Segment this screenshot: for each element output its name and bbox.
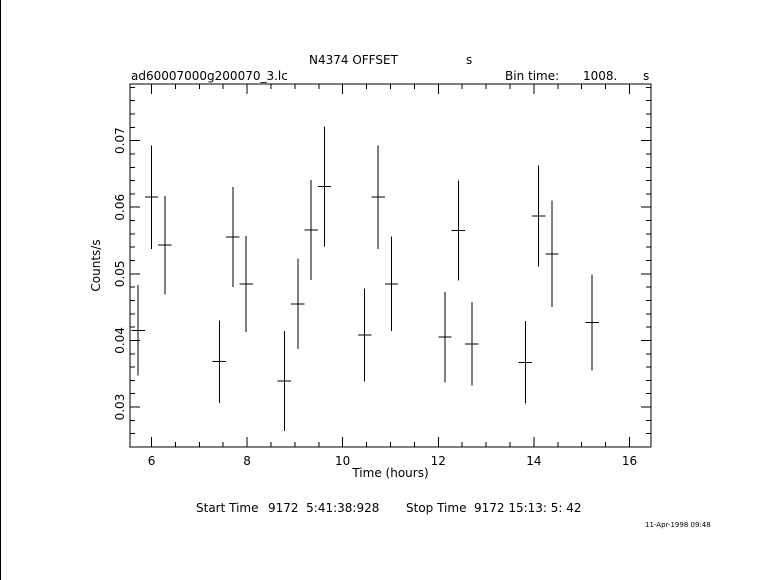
y-tick-label: 0.05 — [113, 260, 127, 287]
y-tick-label: 0.06 — [113, 194, 127, 221]
x-tick-label: 16 — [622, 454, 637, 468]
stop-time-label: Stop Time — [406, 501, 467, 515]
x-tick-label: 10 — [335, 454, 350, 468]
bin-time-unit: s — [643, 69, 650, 83]
x-tick-label: 8 — [243, 454, 251, 468]
window-left-border — [0, 0, 1, 580]
start-time-label: Start Time — [196, 501, 259, 515]
stop-time-value: 9172 15:13: 5: 42 — [474, 501, 582, 515]
file-name: ad60007000g200070_3.lc — [131, 69, 288, 83]
x-tick-label: 6 — [148, 454, 156, 468]
plot-frame — [129, 83, 652, 448]
x-axis-label: Time (hours) — [351, 466, 428, 480]
y-tick-label: 0.07 — [113, 127, 127, 154]
timestamp: 11-Apr-1998 09:48 — [645, 521, 711, 529]
bin-time-value: 1008. — [583, 69, 618, 83]
x-tick-label: 14 — [526, 454, 541, 468]
x-tick-label: 12 — [431, 454, 446, 468]
y-tick-label: 0.03 — [113, 394, 127, 421]
y-tick-label: 0.04 — [113, 327, 127, 354]
bin-time-label: Bin time: — [505, 69, 560, 83]
y-axis-label: Counts/s — [89, 239, 103, 291]
plot-title-unit: s — [466, 53, 473, 67]
start-time-value: 9172 5:41:38:928 — [268, 501, 380, 515]
plot-title: N4374 OFFSET — [309, 53, 398, 67]
